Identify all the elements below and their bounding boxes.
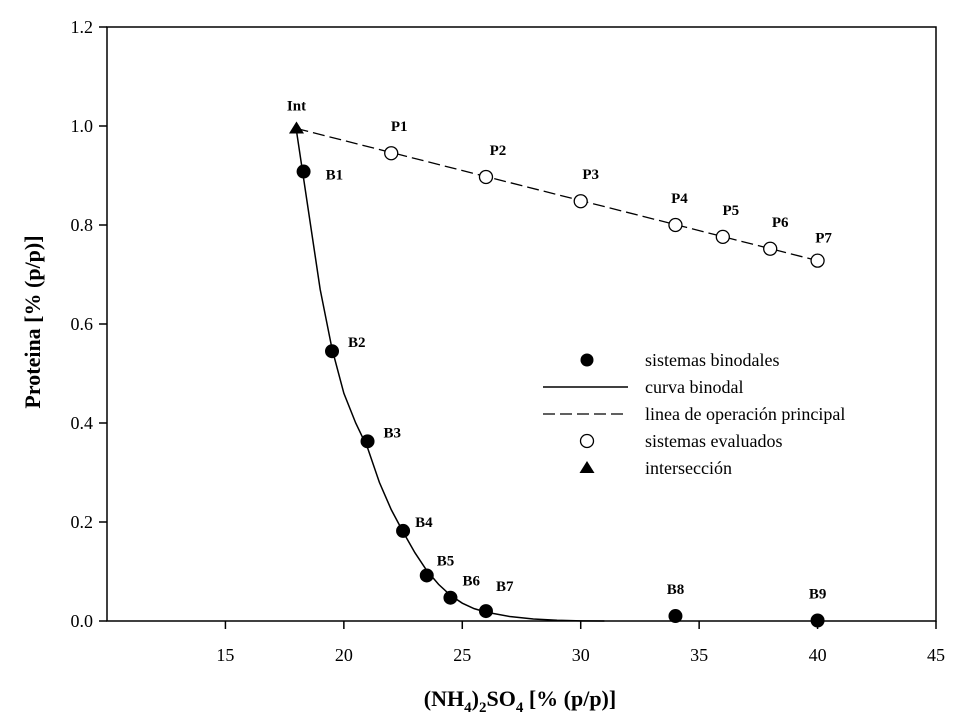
- evaluated-point-p1: [384, 146, 399, 161]
- legend-item-3-label: sistemas evaluados: [645, 431, 782, 451]
- point-label-p2: P2: [490, 143, 507, 159]
- x-tick-label: 20: [335, 645, 353, 665]
- plot-frame: [106, 26, 937, 622]
- legend-item-0-label: sistemas binodales: [645, 350, 779, 370]
- evaluated-point-p3: [573, 194, 588, 209]
- evaluated-point-p5: [715, 229, 730, 245]
- x-tick-label: 35: [690, 645, 708, 665]
- point-label-b5: B5: [437, 553, 455, 569]
- y-tick-label: 0.8: [71, 215, 94, 235]
- legend-item-4-label: intersección: [645, 458, 732, 478]
- y-tick-label: 0.4: [71, 413, 94, 433]
- point-label-p6: P6: [772, 215, 789, 231]
- intersection-point: [288, 121, 304, 134]
- point-label-p5: P5: [722, 203, 739, 219]
- binodal-point-b2: [325, 344, 340, 359]
- point-label-int: Int: [287, 98, 306, 114]
- y-tick-label: 0.0: [71, 611, 94, 631]
- point-label-p4: P4: [671, 191, 688, 207]
- evaluated-point-p7: [810, 253, 825, 268]
- point-label-b9: B9: [809, 587, 827, 603]
- operation-line: [296, 127, 818, 262]
- x-tick-label: 40: [809, 645, 827, 665]
- point-label-b8: B8: [667, 582, 685, 598]
- x-tick-label: 25: [453, 645, 471, 665]
- axes: 15 20 25 30 35 40 45 0.0 0.2 0.4 0.6 0.8 1.0 1.2: [71, 17, 946, 665]
- point-label-p7: P7: [815, 231, 832, 247]
- binodal-point-b5: [419, 568, 434, 583]
- y-tick-label: 0.6: [71, 314, 94, 334]
- binodal-point-b8: [668, 609, 683, 624]
- x-tick-label: 15: [216, 645, 234, 665]
- binodal-point-b1: [296, 164, 311, 179]
- evaluated-point-p4: [668, 217, 683, 233]
- evaluated-point-p6: [763, 241, 778, 256]
- legend-item-1-label: curva binodal: [645, 377, 743, 397]
- binodal-curve-line: [295, 130, 605, 622]
- binodal-point-b4: [396, 523, 411, 538]
- y-axis-title: Proteina [% (p/p)]: [20, 235, 45, 408]
- legend-item-0-symbol: [580, 353, 594, 367]
- point-label-b7: B7: [496, 579, 514, 595]
- point-labels: B1 B2 B3 B4 B5 B6 B7 B8 B9 P1 P2 P3 P4 P5 P6 P7 Int: [287, 98, 833, 602]
- legend-item-4-symbol: [579, 461, 595, 473]
- binodal-point-b7: [478, 604, 493, 619]
- point-label-b2: B2: [348, 335, 366, 351]
- y-tick-label: 1.2: [71, 17, 94, 37]
- binodal-point-b6: [443, 590, 458, 605]
- y-tick-label: 0.2: [71, 512, 94, 532]
- point-label-p3: P3: [582, 167, 599, 183]
- point-label-p1: P1: [391, 119, 408, 135]
- point-label-b3: B3: [384, 425, 402, 441]
- binodal-point-b3: [360, 434, 375, 449]
- legend: sistemas binodales curva binodal linea de …: [543, 350, 845, 478]
- legend-item-3-symbol: [579, 433, 595, 449]
- point-label-b1: B1: [326, 168, 344, 184]
- x-axis-title: (NH4)2SO4 [% (p/p)]: [424, 686, 616, 716]
- y-tick-label: 1.0: [71, 116, 94, 136]
- legend-item-2-label: linea de operación principal: [645, 404, 845, 424]
- point-label-b4: B4: [415, 515, 433, 531]
- binodal-point-b9: [810, 613, 825, 628]
- x-tick-label: 30: [572, 645, 590, 665]
- series-layer: [288, 121, 825, 628]
- evaluated-point-p2: [478, 169, 494, 185]
- point-label-b6: B6: [462, 574, 480, 590]
- x-tick-label: 45: [927, 645, 945, 665]
